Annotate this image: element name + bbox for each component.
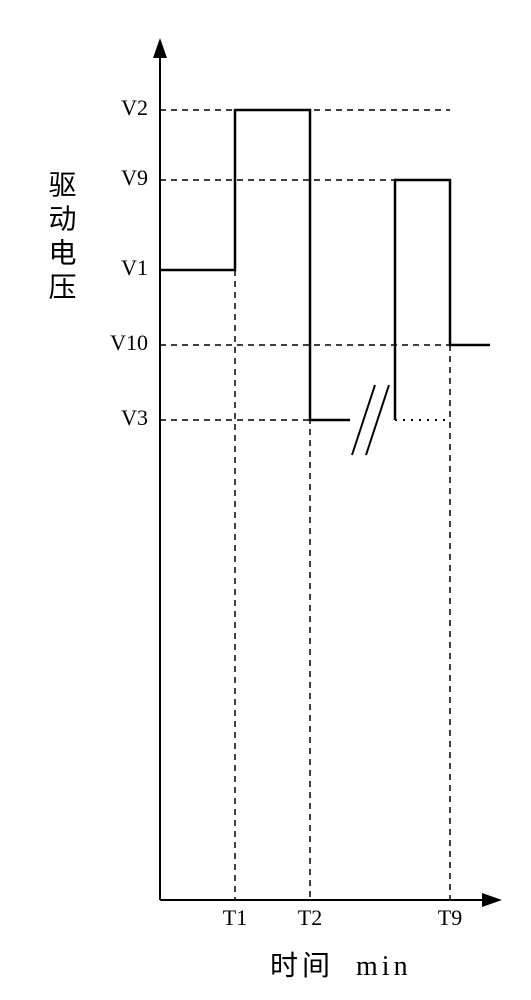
y-tick-label: V1: [121, 255, 148, 280]
x-tick-label: T1: [223, 905, 247, 930]
step-chart: V2 V9 V1 V10 V3 T1 T2 T9 驱动电压 时间 min: [0, 0, 531, 1000]
x-axis-arrow: [482, 893, 502, 907]
x-axis-title-group: 时间 min: [270, 950, 412, 982]
axis-break: [352, 385, 389, 455]
x-tick-label: T2: [298, 905, 322, 930]
x-tick-label: T9: [438, 905, 462, 930]
signal-post-break: [395, 180, 490, 420]
x-axis-unit: min: [356, 951, 412, 982]
y-tick-label: V3: [121, 405, 148, 430]
signal-pre-break: [160, 110, 350, 420]
y-axis-arrow: [153, 38, 167, 58]
y-tick-label: V10: [110, 330, 148, 355]
y-tick-label: V9: [121, 165, 148, 190]
level-lines: [160, 110, 490, 420]
y-axis-title: 驱动电压: [45, 170, 77, 306]
y-tick-labels: V2 V9 V1 V10 V3: [110, 95, 148, 430]
tick-lines: [235, 110, 450, 900]
x-axis-title-text: 时间: [270, 950, 334, 982]
x-tick-labels: T1 T2 T9: [223, 905, 462, 930]
y-tick-label: V2: [121, 95, 148, 120]
